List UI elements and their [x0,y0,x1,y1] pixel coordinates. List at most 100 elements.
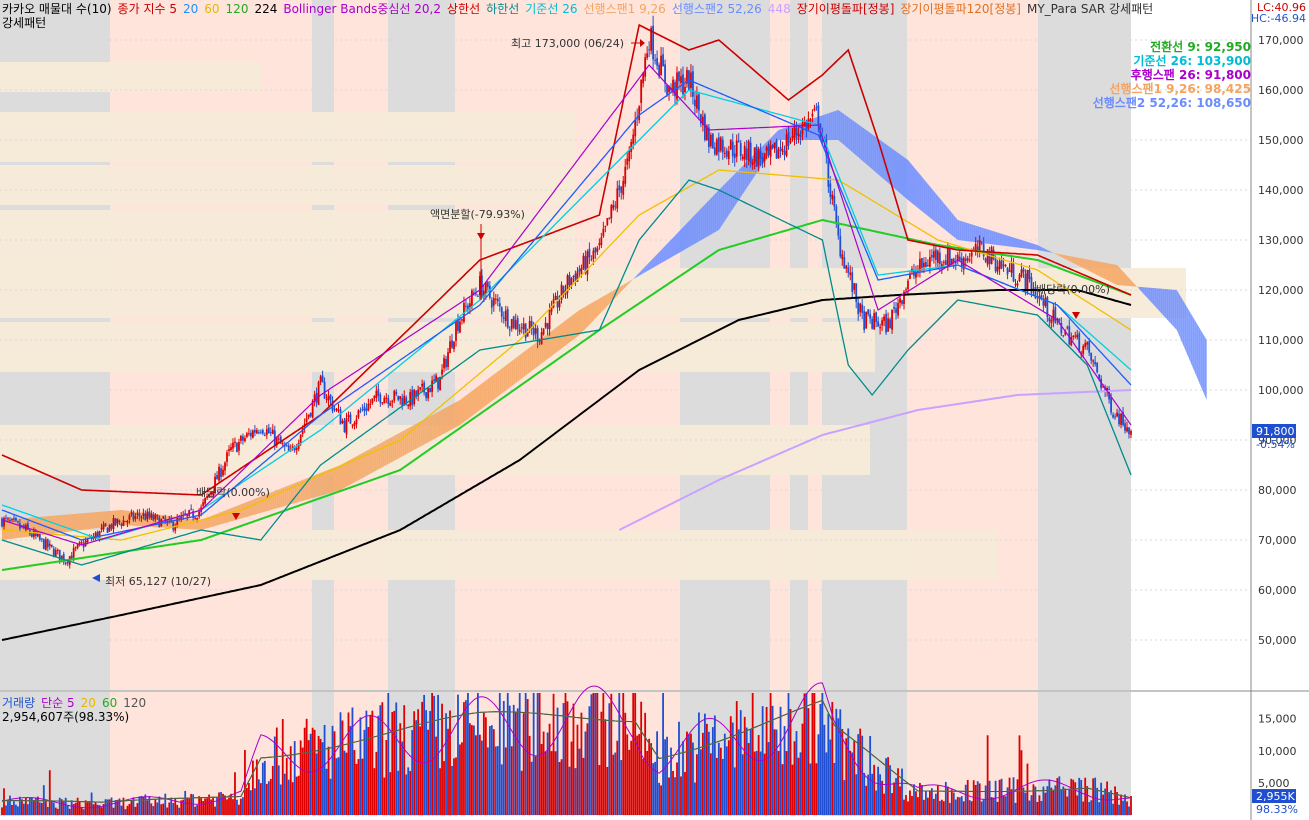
volume-bar [707,731,710,815]
price-legend-item: Bollinger Bands중심선 20,2 [283,2,442,16]
ichimoku-cloud [643,266,646,274]
candle-body [859,303,862,313]
volume-bar [124,809,127,815]
ichimoku-cloud [955,217,958,240]
ichimoku-cloud [95,512,98,529]
candle-body [733,153,736,159]
ichimoku-cloud [874,135,877,173]
volume-bar [220,792,222,815]
volume-bar [1048,779,1051,815]
ichimoku-cloud [1035,244,1038,250]
ichimoku-cloud [639,270,642,276]
candle-body [411,389,414,406]
candle-body [891,309,893,330]
volume-bar [729,716,732,815]
candle-body [1098,374,1101,380]
volume-bar [646,750,649,815]
candle-body [427,388,430,399]
candle-body [399,396,402,400]
candle-body [465,305,467,307]
volume-legend-item: 거래량 [2,696,36,710]
volume-bar [889,765,891,815]
candle-body [648,49,651,51]
candle-body [576,271,579,282]
volume-bar [19,796,21,815]
ichimoku-cloud [372,446,375,473]
ichimoku-cloud [778,129,781,140]
ichimoku-cloud [933,191,936,223]
candle-body [385,397,388,399]
volume-profile-bar [0,62,262,92]
candle-body [261,430,264,434]
candle-body [721,139,724,153]
candle-body [791,135,794,138]
volume-bar [926,797,929,815]
ichimoku-cloud [629,280,632,284]
ichimoku-cloud [720,186,723,227]
volume-bar [478,734,481,815]
volume-bar [319,738,322,815]
volume-bar [116,799,119,815]
volume-pct-label: 98.33% [1256,803,1298,816]
ichimoku-cloud [388,437,391,464]
volume-bar [307,740,310,815]
ichimoku-cloud [320,472,323,496]
volume-bar [152,806,155,815]
candle-body [604,226,607,228]
candle-body [449,341,451,354]
ichimoku-cloud [340,463,343,490]
candle-body [1110,397,1112,413]
ichimoku-cloud [9,519,12,539]
candle-body [236,442,238,453]
volume-bar [1084,777,1087,815]
volume-bar [26,804,29,815]
ichimoku-cloud [461,397,464,424]
volume-bar [469,723,471,815]
volume-bar [506,693,509,815]
candle-body [1126,427,1128,432]
ichimoku-cloud [1033,243,1036,250]
ichimoku-cloud [1045,249,1048,252]
ichimoku-cloud [318,472,321,497]
volume-bar [857,734,860,815]
volume-bar [719,747,722,815]
candle-body [560,284,563,300]
ichimoku-cloud [947,208,950,234]
volume-bar [556,707,559,815]
volume-bar [594,693,597,815]
volume-bar [956,796,959,815]
ichimoku-cloud [1113,264,1116,284]
volume-bar [433,695,435,815]
volume-bar [1128,806,1130,815]
candle-body [684,86,686,93]
candle-body [727,151,730,160]
candle-body [291,446,294,448]
ichimoku-cloud [1029,242,1032,250]
candle-body [741,156,744,160]
candle-body [279,436,282,444]
volume-bar [1038,795,1041,815]
volume-bar [297,775,300,815]
ichimoku-cloud [85,512,88,530]
ichimoku-cloud [1186,306,1189,358]
ichimoku-cloud [408,427,411,454]
volume-bar [570,741,573,815]
price-tick-label: 140,000 [1258,184,1304,197]
volume-bar [323,724,326,815]
volume-bar [305,718,308,815]
ichimoku-cloud [872,134,875,171]
volume-bar [1042,786,1045,815]
ichimoku-cloud [1009,236,1012,247]
volume-bar [686,731,688,815]
volume-bar [682,741,684,815]
ichimoku-cloud [696,210,699,243]
volume-bar [1076,795,1079,815]
ichimoku-cloud [191,518,194,530]
candle-body [867,309,870,315]
candle-body [598,243,601,246]
volume-bar [496,746,499,815]
ichimoku-cloud [497,370,500,397]
volume-bar [713,715,716,815]
volume-bar [1006,787,1009,815]
